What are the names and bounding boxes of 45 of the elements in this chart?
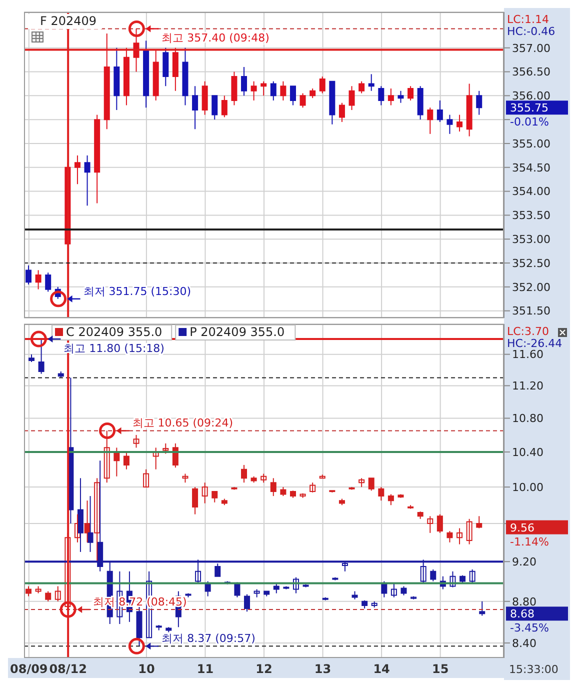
legend-label: C 202409 355.0 bbox=[66, 325, 162, 339]
text: LC:1.14 bbox=[507, 13, 550, 26]
x-tick-label: 13 bbox=[314, 662, 332, 676]
text: HC:-26.44 bbox=[507, 337, 562, 350]
y-tick-label: 357.00 bbox=[512, 42, 550, 55]
y-tick-label: 11.60 bbox=[512, 348, 544, 362]
text: HC:-0.46 bbox=[507, 25, 556, 38]
y-tick-label: 9.20 bbox=[512, 556, 536, 569]
y-tick-label: 8.80 bbox=[512, 595, 536, 608]
text: 15:33:00 bbox=[509, 663, 558, 676]
annotation: 최저 351.75 (15:30) bbox=[83, 284, 192, 298]
y-tick-label: 11.20 bbox=[512, 380, 544, 393]
text: 355.75 bbox=[510, 102, 548, 115]
y-tick-label: 354.00 bbox=[512, 185, 550, 198]
text: -3.45% bbox=[510, 622, 549, 635]
y-tick-label: 352.00 bbox=[512, 280, 550, 294]
legend-label: P 202409 355.0 bbox=[190, 325, 285, 339]
text: -1.14% bbox=[510, 535, 549, 548]
annotation: 최저 8.37 (09:57) bbox=[162, 632, 256, 646]
y-tick-label: 356.00 bbox=[512, 90, 550, 103]
y-tick-label: 353.50 bbox=[512, 209, 550, 222]
y-tick-label: 353.00 bbox=[512, 233, 550, 246]
annotation: 최고 10.65 (09:24) bbox=[132, 416, 234, 430]
x-tick-label: 11 bbox=[196, 662, 214, 676]
x-tick-label: 08/12 bbox=[49, 662, 87, 676]
text: 8.68 bbox=[510, 608, 534, 621]
x-tick-label: 12 bbox=[256, 662, 272, 676]
y-tick-label: 10.80 bbox=[512, 412, 544, 426]
annotation: 최고 357.40 (09:48) bbox=[162, 32, 270, 45]
text: 9.56 bbox=[510, 521, 534, 534]
y-tick-label: 356.50 bbox=[512, 66, 550, 79]
text: LC:3.70 bbox=[507, 325, 550, 338]
y-tick-label: 10.40 bbox=[512, 446, 544, 459]
x-tick-label: 08/09 bbox=[10, 662, 48, 676]
y-tick-label: 354.50 bbox=[512, 161, 550, 174]
y-tick-label: 352.50 bbox=[512, 256, 550, 270]
y-tick-label: 351.50 bbox=[512, 304, 550, 318]
y-tick-label: 355.00 bbox=[512, 137, 550, 150]
x-tick-label: 15 bbox=[432, 662, 449, 676]
text: -0.01% bbox=[510, 116, 549, 129]
x-tick-label: 10 bbox=[138, 662, 155, 676]
chart-title: F 202409 bbox=[40, 14, 97, 28]
y-tick-label: 10.00 bbox=[512, 480, 544, 494]
y-tick-label: 8.40 bbox=[512, 636, 536, 650]
x-tick-label: 14 bbox=[373, 662, 390, 676]
